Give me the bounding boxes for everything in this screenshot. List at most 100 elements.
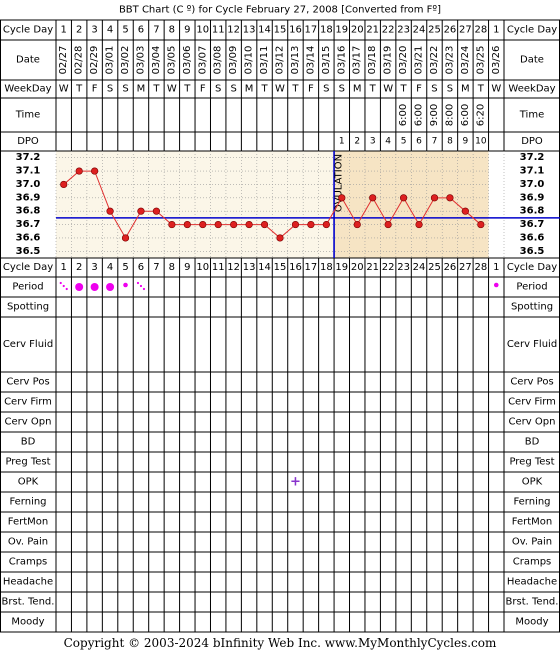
y-tick-label-right: 36.8	[520, 206, 545, 217]
cycle-day-number-lower: 19	[335, 262, 348, 273]
cycle-day-number: 6	[138, 25, 144, 36]
row-label-cerv-pos-right: Cerv Pos	[510, 377, 553, 388]
y-tick-label-left: 37.1	[16, 166, 41, 177]
row-label-dpo-left: DPO	[17, 136, 39, 147]
cycle-day-number-lower: 25	[428, 262, 441, 273]
dpo-label: 10	[475, 137, 487, 147]
cycle-day-number-lower: 12	[227, 262, 240, 273]
cycle-day-number: 21	[366, 25, 379, 36]
dpo-label: 4	[385, 137, 391, 147]
temperature-point	[230, 220, 238, 229]
period-mark-spotting	[136, 281, 140, 285]
row-label-fertmon-right: FertMon	[512, 517, 552, 528]
temperature-point	[260, 220, 269, 229]
cycle-day-number: 16	[289, 25, 302, 36]
weekday-label: T	[75, 84, 83, 95]
cycle-day-number-lower: 3	[91, 262, 97, 273]
weekday-label: W	[167, 84, 177, 95]
weekday-label: W	[59, 84, 69, 95]
cycle-day-number-lower: 9	[184, 262, 190, 273]
cycle-day-number-lower: 16	[289, 262, 302, 273]
row-label-spotting-left: Spotting	[7, 302, 49, 313]
date-label: 03/25	[475, 46, 486, 75]
cycle-day-number-lower: 24	[413, 262, 426, 273]
period-mark-medium	[90, 283, 99, 291]
opk-positive-mark: +	[290, 475, 301, 490]
weekday-label: T	[477, 84, 485, 95]
cycle-day-number: 24	[413, 25, 426, 36]
cycle-day-number: 26	[444, 25, 457, 36]
cycle-day-number: 25	[428, 25, 441, 36]
row-label-ov-pain-right: Ov. Pain	[512, 537, 552, 548]
weekday-label: W	[383, 84, 393, 95]
cycle-day-number: 20	[351, 25, 364, 36]
cycle-day-number: 18	[320, 25, 333, 36]
date-label: 03/16	[336, 46, 347, 75]
temperature-point	[121, 234, 130, 242]
weekday-label: W	[275, 84, 285, 95]
weekday-label: S	[122, 84, 128, 95]
date-label: 03/18	[367, 46, 378, 75]
time-label: 6:00	[460, 104, 471, 126]
date-label: 03/26	[491, 46, 502, 75]
follicular-phase-fill	[56, 151, 335, 258]
cycle-day-number: 27	[459, 25, 472, 36]
period-mark-medium	[106, 283, 115, 291]
weekday-label: S	[215, 84, 221, 95]
date-label: 03/03	[135, 46, 146, 75]
row-label-preg-test-left: Preg Test	[5, 457, 50, 468]
row-label-cycle-day-right: Cycle Day	[507, 25, 557, 36]
cycle-day-number-lower: 4	[107, 262, 113, 273]
temperature-point	[183, 220, 191, 229]
row-label-ferning-right: Ferning	[513, 497, 550, 508]
row-label-cycle-day-right: Cycle Day	[507, 262, 557, 273]
temperature-point	[461, 207, 469, 215]
y-tick-label-left: 37.2	[16, 152, 41, 163]
cycle-day-number: 8	[169, 25, 175, 36]
dpo-label: 5	[401, 137, 407, 147]
row-label-cerv-pos-left: Cerv Pos	[6, 377, 49, 388]
date-label: 03/11	[259, 46, 270, 75]
row-label-date-right: Date	[520, 55, 544, 66]
cycle-day-number-lower: 18	[320, 262, 333, 273]
row-label-cerv-fluid-right: Cerv Fluid	[507, 339, 557, 350]
y-tick-label-right: 37.0	[520, 179, 545, 190]
cycle-day-number-lower: 13	[243, 262, 256, 273]
row-label-cramps-left: Cramps	[9, 557, 48, 568]
row-label-cerv-firm-left: Cerv Firm	[4, 397, 52, 408]
y-tick-label-right: 37.2	[520, 152, 545, 163]
row-label-cerv-firm-right: Cerv Firm	[508, 397, 556, 408]
temperature-point	[399, 194, 408, 202]
weekday-label: T	[400, 84, 408, 95]
luteal-phase-fill	[334, 151, 489, 258]
cycle-day-number-lower: 1	[493, 262, 499, 273]
date-label: 03/20	[398, 46, 409, 75]
row-label-cerv-opn-left: Cerv Opn	[5, 417, 52, 428]
cycle-day-number: 2	[76, 25, 82, 36]
row-label-period-right: Period	[516, 282, 547, 293]
cycle-day-number-lower: 27	[459, 262, 472, 273]
cycle-day-number-lower: 23	[397, 262, 410, 273]
period-mark-spotting	[65, 287, 68, 291]
period-mark-medium	[75, 283, 84, 291]
row-label-weekday-right: WeekDay	[508, 84, 555, 95]
weekday-label: W	[491, 84, 501, 95]
dpo-label: 7	[432, 137, 438, 147]
cycle-day-number-lower: 28	[474, 262, 487, 273]
weekday-label: M	[245, 84, 254, 95]
dpo-label: 1	[339, 137, 345, 147]
weekday-label: S	[323, 84, 329, 95]
cycle-day-number: 17	[305, 25, 318, 36]
weekday-label: F	[416, 84, 422, 95]
cycle-day-number-lower: 8	[169, 262, 175, 273]
cycle-day-number-lower: 26	[444, 262, 457, 273]
period-mark-spotting	[62, 284, 65, 288]
temperature-point	[415, 220, 423, 229]
cycle-day-number: 1	[61, 25, 67, 36]
row-label-brst-tend-left: Brst. Tend.	[2, 597, 55, 608]
row-label-cerv-opn-right: Cerv Opn	[509, 417, 556, 428]
weekday-label: F	[200, 84, 206, 95]
y-tick-label-left: 36.9	[16, 192, 41, 203]
